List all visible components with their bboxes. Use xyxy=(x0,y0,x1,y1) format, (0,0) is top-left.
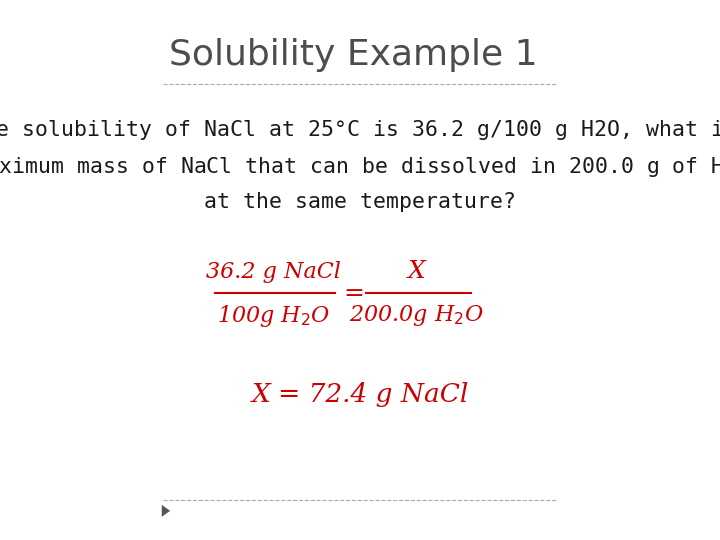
Text: at the same temperature?: at the same temperature? xyxy=(204,192,516,213)
Text: X = 72.4 g NaCl: X = 72.4 g NaCl xyxy=(251,382,469,407)
Text: 200.0g H$_2$O: 200.0g H$_2$O xyxy=(349,303,484,328)
Text: =: = xyxy=(343,282,364,305)
Text: X: X xyxy=(408,260,426,283)
Polygon shape xyxy=(162,505,170,517)
Text: If the solubility of NaCl at 25°C is 36.2 g/100 g H2O, what is the: If the solubility of NaCl at 25°C is 36.… xyxy=(0,119,720,140)
Text: 36.2 g NaCl: 36.2 g NaCl xyxy=(207,261,341,282)
Text: maximum mass of NaCl that can be dissolved in 200.0 g of H$_2$O: maximum mass of NaCl that can be dissolv… xyxy=(0,156,720,179)
Text: 100g H$_2$O: 100g H$_2$O xyxy=(217,303,330,329)
Text: Solubility Example 1: Solubility Example 1 xyxy=(169,38,538,72)
